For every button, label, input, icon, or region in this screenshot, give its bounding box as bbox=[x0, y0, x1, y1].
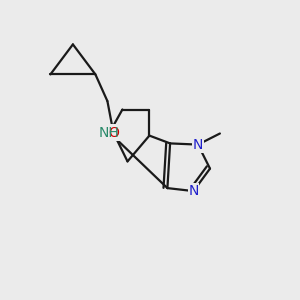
Text: NH: NH bbox=[99, 126, 120, 140]
Bar bbox=[101, 124, 118, 141]
Text: O: O bbox=[108, 126, 119, 140]
Bar bbox=[107, 124, 120, 141]
Text: N: N bbox=[193, 138, 203, 152]
Bar bbox=[192, 136, 204, 153]
Text: N: N bbox=[188, 184, 199, 198]
Bar bbox=[188, 183, 199, 199]
